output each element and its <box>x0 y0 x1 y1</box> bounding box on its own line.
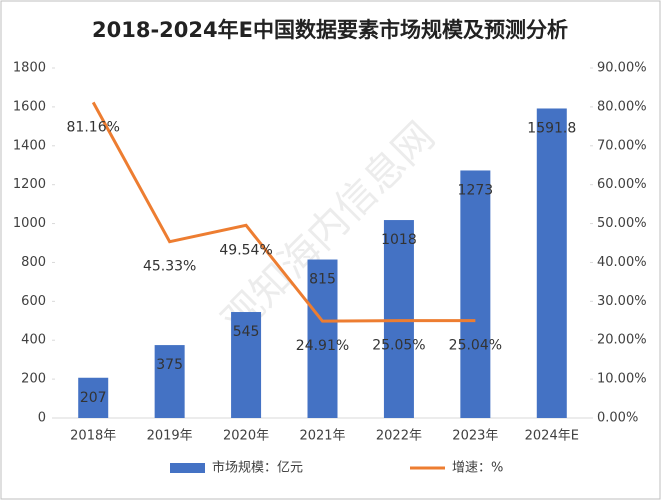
data-label: 81.16% <box>67 119 120 135</box>
legend-swatch <box>170 463 205 473</box>
data-label: 25.04% <box>449 338 502 354</box>
y2-tick-label: 20.00% <box>597 333 647 348</box>
y-tick-label: 400 <box>21 333 46 348</box>
x-tick-label: 2021年 <box>299 429 345 444</box>
data-label: 1273 <box>458 182 494 198</box>
data-label: 815 <box>309 272 336 288</box>
y-tick-label: 1200 <box>13 177 46 192</box>
data-label: 207 <box>80 390 107 406</box>
y2-tick-label: 70.00% <box>597 138 647 153</box>
bar <box>383 220 414 418</box>
y2-tick-label: 0.00% <box>597 411 638 426</box>
x-tick-label: 2023年 <box>452 429 498 444</box>
y-tick-label: 1800 <box>13 61 46 76</box>
y-tick-label: 800 <box>21 255 46 270</box>
x-tick-label: 2019年 <box>147 429 193 444</box>
bar <box>307 259 338 418</box>
x-tick-label: 2024年E <box>525 429 579 444</box>
y-tick-label: 1400 <box>13 138 46 153</box>
data-label: 545 <box>233 324 260 340</box>
data-label: 1591.8 <box>527 120 576 136</box>
y2-tick-label: 60.00% <box>597 177 647 192</box>
data-label: 24.91% <box>296 338 349 354</box>
y2-tick-label: 30.00% <box>597 294 647 309</box>
data-label: 49.54% <box>219 242 272 258</box>
x-tick-label: 2022年 <box>376 429 422 444</box>
x-tick-label: 2018年 <box>70 429 116 444</box>
y2-tick-label: 90.00% <box>597 61 647 76</box>
y-tick-label: 0 <box>38 411 46 426</box>
legend-label: 市场规模：亿元 <box>212 460 303 476</box>
line <box>91 101 476 323</box>
data-label: 375 <box>156 357 183 373</box>
bar <box>536 108 567 418</box>
data-label: 25.05% <box>372 338 425 354</box>
data-label: 45.33% <box>143 259 196 275</box>
y-tick-label: 200 <box>21 372 46 387</box>
y2-tick-label: 50.00% <box>597 216 647 231</box>
bar <box>78 377 109 418</box>
y-tick-label: 1600 <box>13 99 46 114</box>
bar <box>154 345 185 418</box>
y2-tick-label: 40.00% <box>597 255 647 270</box>
x-tick-label: 2020年 <box>223 429 269 444</box>
data-label: 1018 <box>381 232 417 248</box>
y-tick-label: 600 <box>21 294 46 309</box>
y2-tick-label: 10.00% <box>597 372 647 387</box>
bar <box>460 170 491 418</box>
bar <box>231 312 262 418</box>
legend-label: 增速：% <box>452 461 503 476</box>
y2-tick-label: 80.00% <box>597 99 647 114</box>
y-tick-label: 1000 <box>13 216 46 231</box>
chart-title: 2018-2024年E中国数据要素市场规模及预测分析 <box>92 18 568 42</box>
